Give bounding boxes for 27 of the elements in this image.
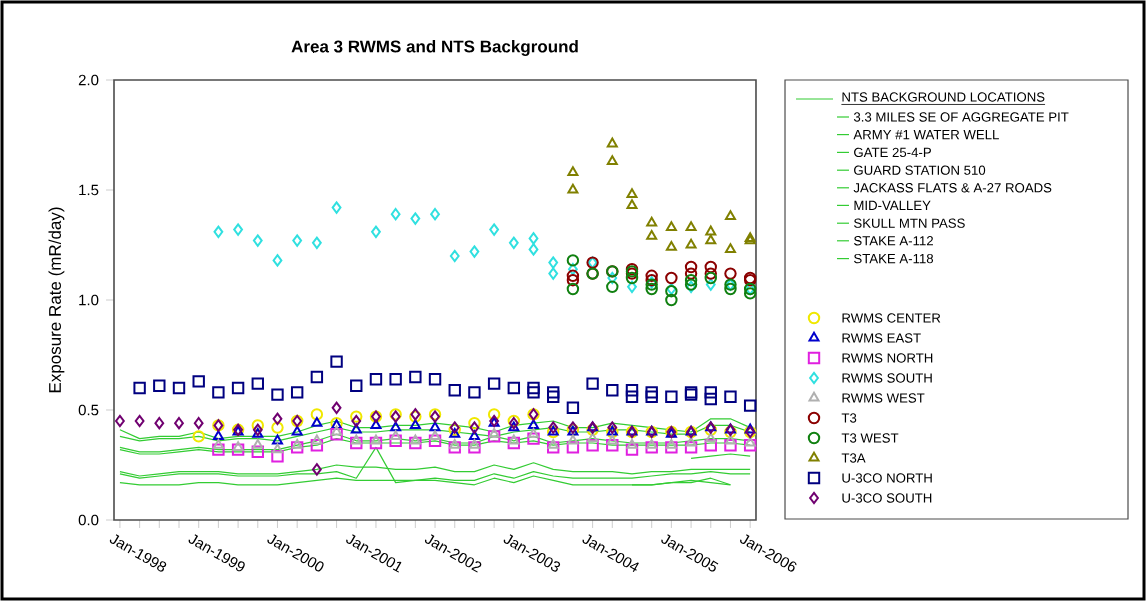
- legend-label: SKULL MTN PASS: [854, 218, 965, 228]
- y-tick-label: 1.0: [79, 294, 99, 306]
- legend-label: STAKE A-112: [854, 236, 933, 246]
- legend-label: T3A: [841, 453, 866, 463]
- legend-label: RWMS EAST: [842, 333, 921, 343]
- y-axis-title: Exposure Rate (mR/day): [48, 207, 65, 393]
- legend-label: 3.3 MILES SE OF AGGREGATE PIT: [853, 112, 1069, 122]
- legend-title: NTS BACKGROUND LOCATIONS: [842, 92, 1045, 102]
- legend-label: RWMS SOUTH: [842, 373, 932, 383]
- legend-label: GATE 25-4-P: [854, 147, 931, 158]
- legend-label: MID-VALLEY: [854, 200, 931, 210]
- legend-label: STAKE A-118: [854, 253, 934, 264]
- y-tick-label: 0.0: [78, 514, 99, 526]
- chart-title: Area 3 RWMS and NTS Background: [291, 40, 578, 56]
- legend-label: RWMS WEST: [842, 393, 925, 403]
- legend-label: GUARD STATION 510: [854, 165, 986, 175]
- legend-label: T3 WEST: [841, 433, 899, 443]
- legend-label: ARMY #1 WATER WELL: [853, 130, 999, 140]
- y-tick-label: 0.5: [78, 404, 99, 416]
- legend-label: T3: [841, 413, 857, 423]
- y-tick-label: 1.5: [79, 184, 99, 196]
- legend-label: U-3CO SOUTH: [842, 493, 932, 503]
- legend-label: RWMS NORTH: [842, 353, 933, 363]
- legend-label: RWMS CENTER: [842, 313, 941, 323]
- legend-label: U-3CO NORTH: [842, 473, 932, 483]
- y-tick-label: 2.0: [78, 74, 99, 86]
- legend-label: JACKASS FLATS & A-27 ROADS: [853, 183, 1052, 193]
